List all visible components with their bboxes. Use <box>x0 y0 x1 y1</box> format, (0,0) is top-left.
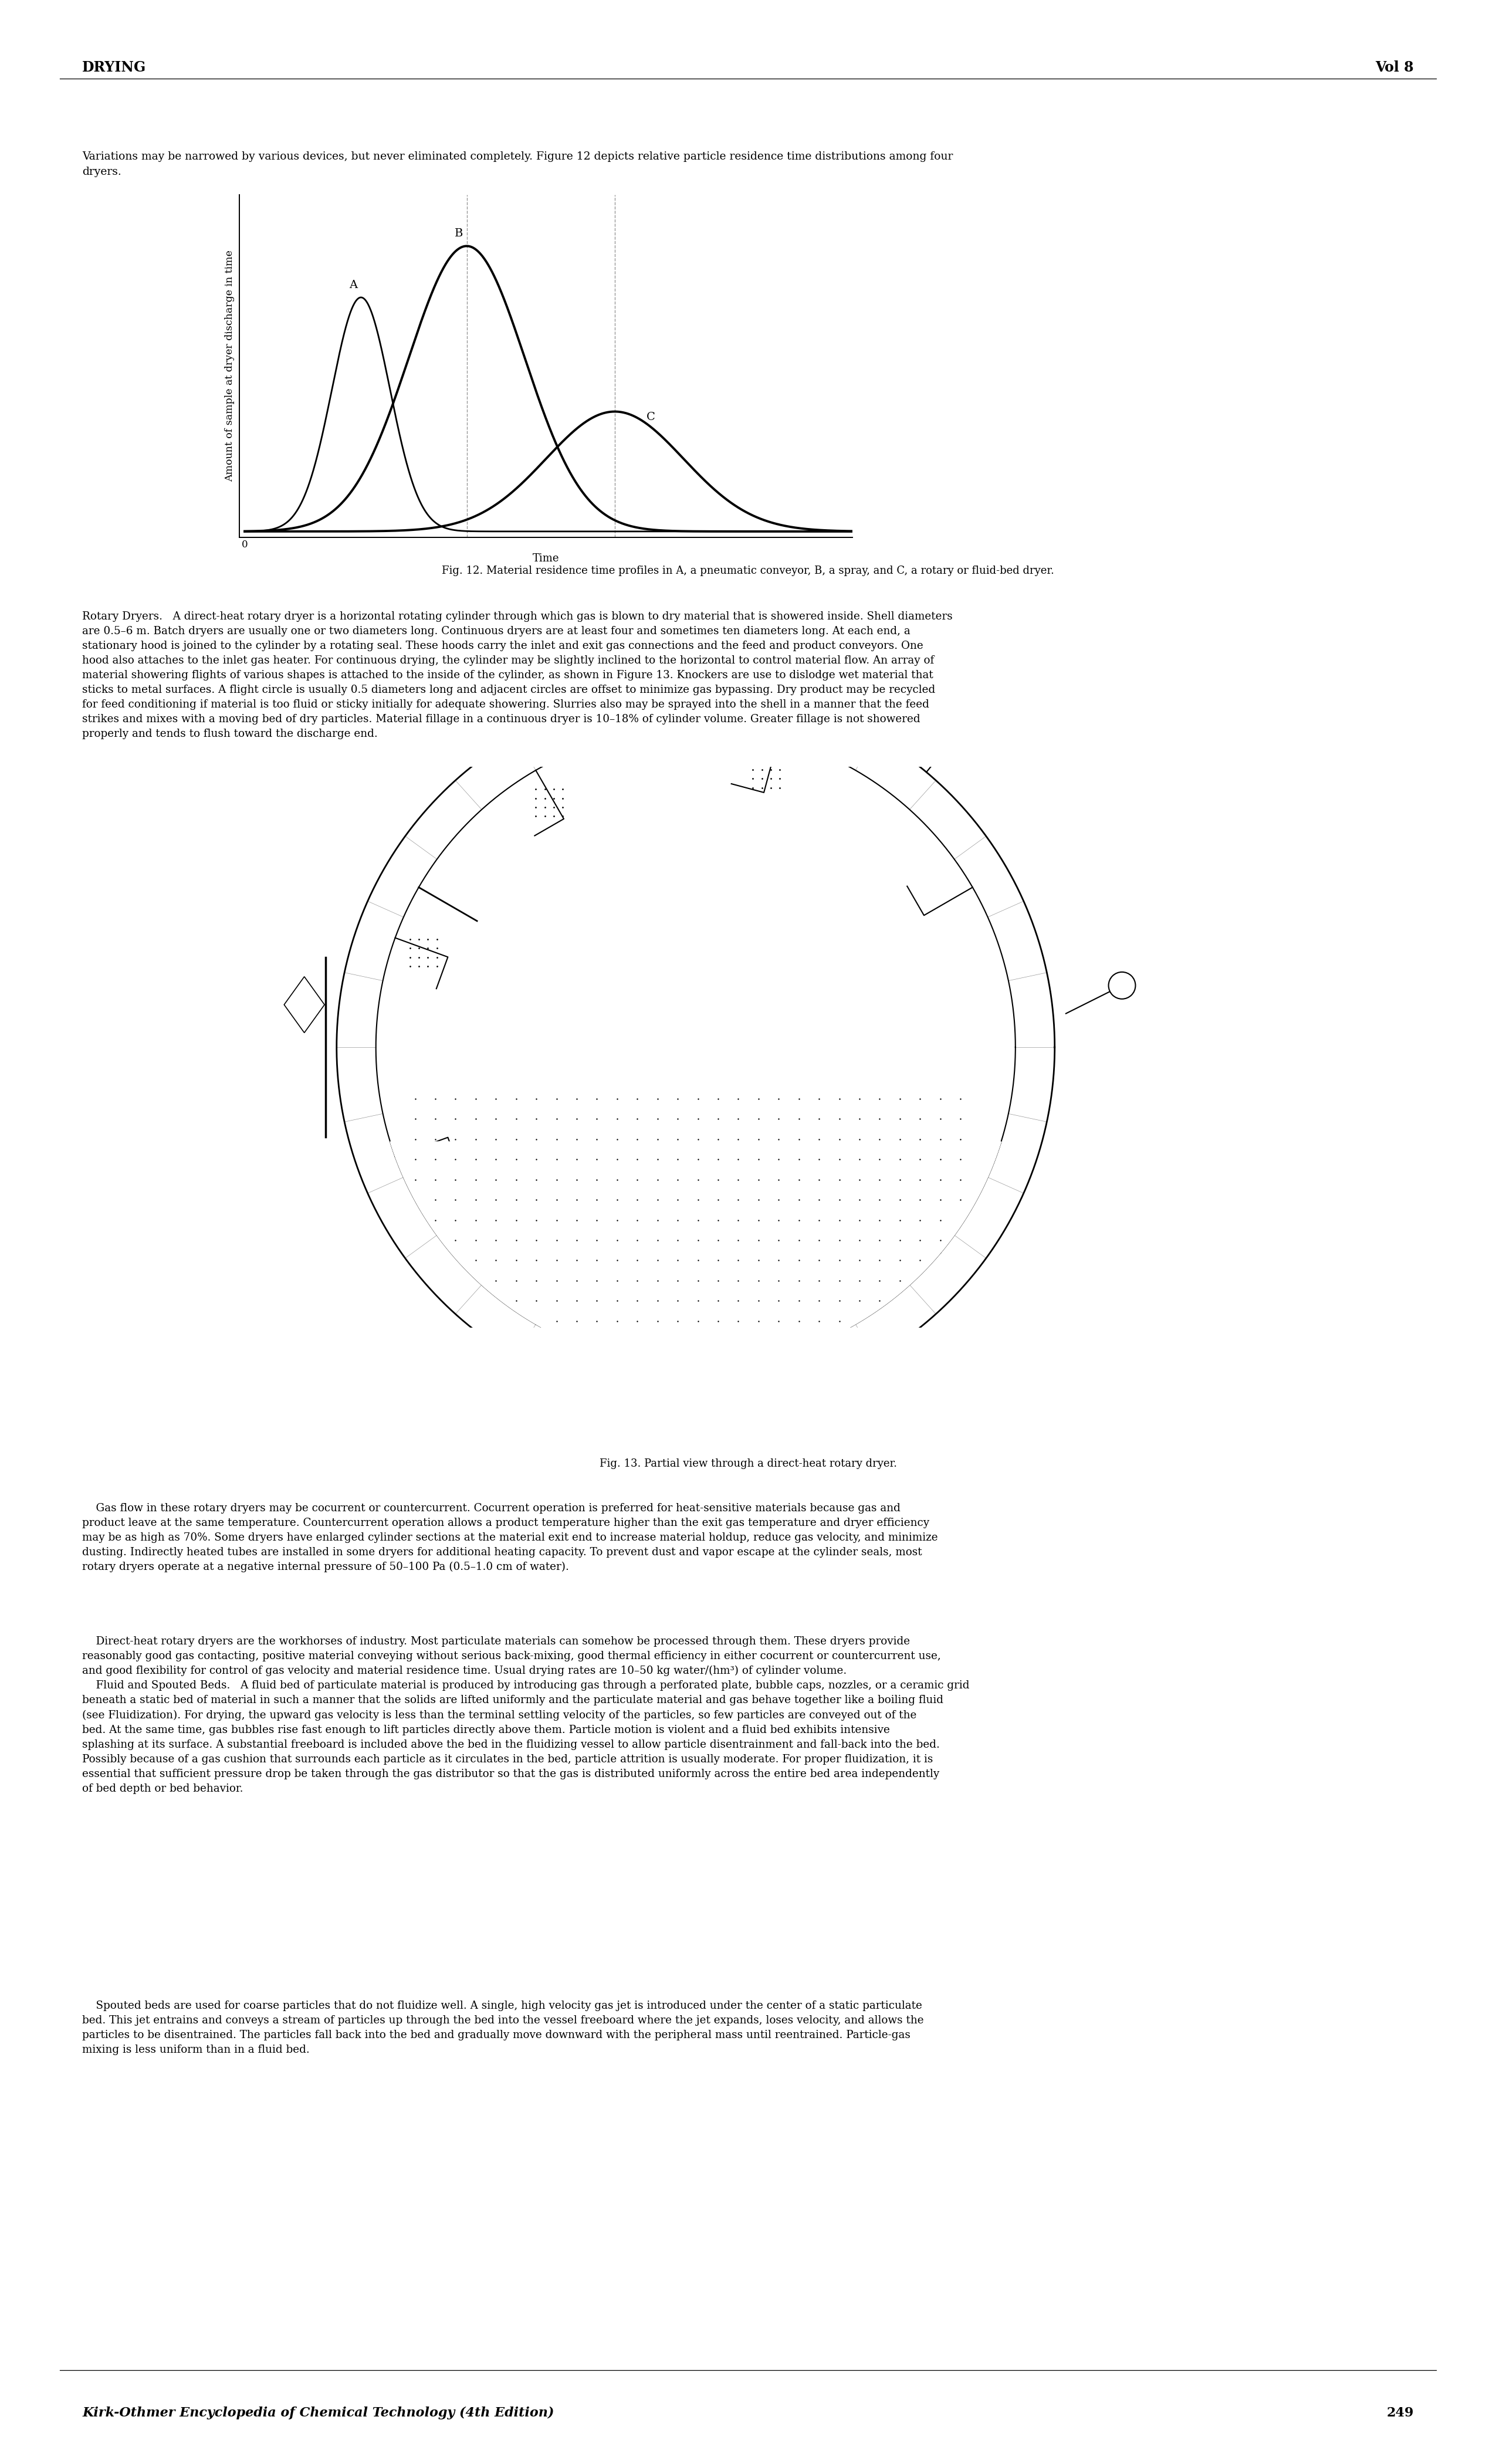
Circle shape <box>1109 971 1135 998</box>
Text: Gas flow in these rotary dryers may be cocurrent or countercurrent. Cocurrent op: Gas flow in these rotary dryers may be c… <box>82 1503 938 1572</box>
X-axis label: Time: Time <box>533 554 560 564</box>
Text: C: C <box>646 411 655 421</box>
Y-axis label: Amount of sample at dryer discharge in time: Amount of sample at dryer discharge in t… <box>224 249 235 483</box>
Text: Variations may be narrowed by various devices, but never eliminated completely. : Variations may be narrowed by various de… <box>82 153 953 177</box>
Text: Kirk-Othmer Encyclopedia of Chemical Technology (4th Edition): Kirk-Othmer Encyclopedia of Chemical Tec… <box>82 2407 554 2420</box>
Text: 249: 249 <box>1387 2407 1414 2420</box>
Polygon shape <box>390 1141 1001 1368</box>
Text: Vol 8: Vol 8 <box>1375 59 1414 74</box>
Polygon shape <box>284 976 325 1032</box>
Text: Fig. 13. Partial view through a direct-heat rotary dryer.: Fig. 13. Partial view through a direct-h… <box>600 1459 896 1469</box>
Text: Spouted beds are used for coarse particles that do not fluidize well. A single, : Spouted beds are used for coarse particl… <box>82 2001 925 2055</box>
Text: A: A <box>349 281 358 291</box>
Circle shape <box>957 685 984 712</box>
Text: Direct-heat rotary dryers are the workhorses of industry. Most particulate mater: Direct-heat rotary dryers are the workho… <box>82 1636 969 1794</box>
Text: Fig. 12. Material residence time profiles in A, a pneumatic conveyor, B, a spray: Fig. 12. Material residence time profile… <box>441 567 1055 577</box>
Text: DRYING: DRYING <box>82 59 147 74</box>
Text: Rotary Dryers.   A direct-heat rotary dryer is a horizontal rotating cylinder th: Rotary Dryers. A direct-heat rotary drye… <box>82 611 953 739</box>
Text: B: B <box>455 229 462 239</box>
